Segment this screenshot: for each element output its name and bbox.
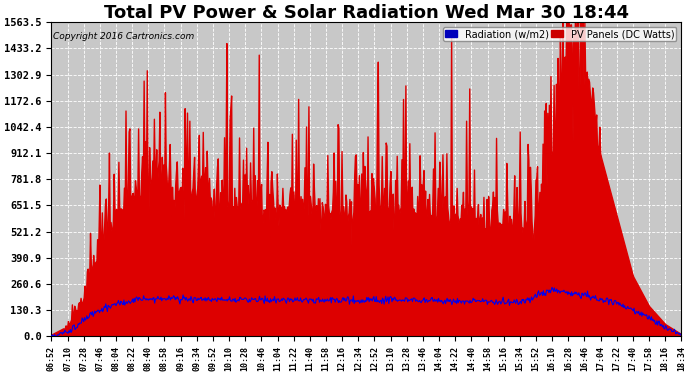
Title: Total PV Power & Solar Radiation Wed Mar 30 18:44: Total PV Power & Solar Radiation Wed Mar… xyxy=(104,4,629,22)
Text: Copyright 2016 Cartronics.com: Copyright 2016 Cartronics.com xyxy=(52,32,194,41)
Legend: Radiation (w/m2), PV Panels (DC Watts): Radiation (w/m2), PV Panels (DC Watts) xyxy=(443,27,676,41)
